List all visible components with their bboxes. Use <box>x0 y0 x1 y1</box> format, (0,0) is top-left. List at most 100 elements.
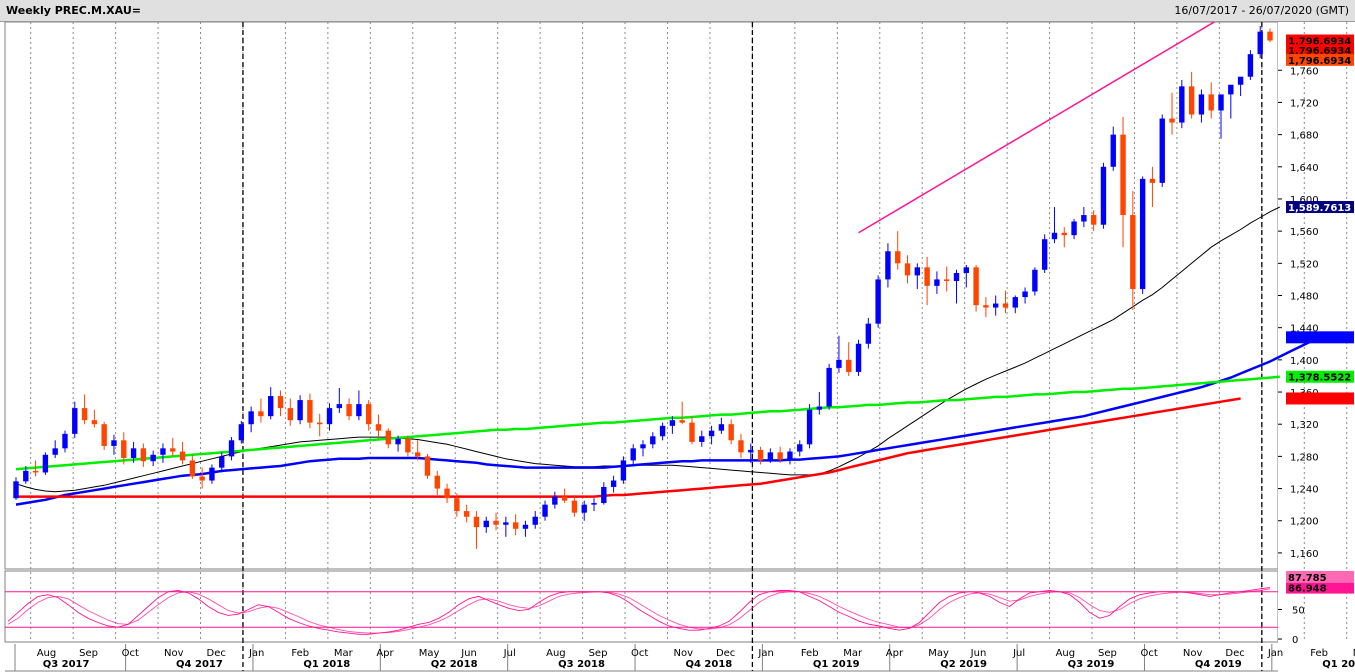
candle-body <box>826 367 832 407</box>
price-label-box <box>1286 201 1354 214</box>
candle-body <box>699 436 705 442</box>
candle-body <box>375 424 382 431</box>
candle-body <box>1159 118 1165 183</box>
candle-body <box>307 400 313 423</box>
candle-body <box>728 424 734 441</box>
candle-body <box>336 404 342 409</box>
candle-body <box>561 496 568 501</box>
candle-body <box>473 516 480 528</box>
candle-body <box>1257 31 1263 55</box>
quarter-label: Q4 2018 <box>685 659 732 670</box>
oscillator-tick-label: 50 <box>1292 605 1305 616</box>
quarter-label: Q2 2019 <box>940 659 987 670</box>
quarter-label: Q4 2017 <box>176 659 223 670</box>
y-tick-label: 1,240 <box>1290 485 1319 496</box>
candle-body <box>209 467 215 481</box>
oscillator-tick-label: 0 <box>1292 635 1298 646</box>
candle-body <box>904 263 911 276</box>
candle-body <box>992 303 999 308</box>
candle-body <box>777 452 783 460</box>
candle-body <box>346 404 352 417</box>
quarter-label: Q3 2018 <box>558 659 605 670</box>
candle-body <box>111 440 117 446</box>
oscillator-value-box <box>1286 581 1354 594</box>
quarter-label: Q3 2019 <box>1068 659 1115 670</box>
y-tick-label: 1,720 <box>1290 98 1319 109</box>
candle-body <box>1110 134 1116 167</box>
candle-body <box>659 425 666 437</box>
price-label: 1,427.7419 <box>1288 333 1351 344</box>
candle-body <box>738 440 744 453</box>
candle-body <box>787 451 793 460</box>
candle-body <box>1169 118 1175 123</box>
y-tick-label: 1,160 <box>1290 549 1319 560</box>
candle-body <box>23 470 29 482</box>
candle-body <box>434 475 440 489</box>
candle-body <box>268 396 274 417</box>
candle-body <box>238 424 245 441</box>
candle-body <box>630 448 636 461</box>
candle-body <box>944 279 950 282</box>
month-label: Nov <box>1183 648 1203 659</box>
candle-body <box>895 251 901 264</box>
candle-body <box>228 440 235 457</box>
month-label: Jan <box>248 648 264 659</box>
month-label: Aug <box>546 648 566 659</box>
month-label: Sep <box>1098 648 1117 659</box>
month-label: Sep <box>79 648 98 659</box>
y-tick-label: 1,640 <box>1290 163 1319 174</box>
candle-body <box>493 520 499 525</box>
moving-average-line <box>15 336 1320 506</box>
month-label: Jan <box>1267 648 1283 659</box>
month-label: Mar <box>1353 648 1355 659</box>
candle-body <box>983 305 989 308</box>
candle-body <box>708 430 715 437</box>
oscillator-panel-frame <box>4 570 1279 643</box>
candle-body <box>836 359 842 368</box>
price-label-box <box>1286 392 1354 405</box>
candle-body <box>130 448 137 458</box>
candle-body <box>1237 76 1244 85</box>
candle-body <box>1139 178 1146 290</box>
y-tick-label: 1,520 <box>1290 259 1319 270</box>
candle-body <box>365 404 372 425</box>
candle-body <box>846 359 852 372</box>
candle-body <box>1032 269 1038 292</box>
candle-body <box>503 522 509 525</box>
candle-body <box>601 486 607 504</box>
candle-body <box>170 448 176 452</box>
candle-body <box>640 444 646 449</box>
candle-body <box>160 448 166 455</box>
candle-body <box>1061 232 1067 236</box>
candle-body <box>463 511 470 517</box>
candle-body <box>806 409 813 445</box>
candle-body <box>797 444 803 452</box>
candle-body <box>953 272 960 282</box>
chart-title: Weekly PREC.M.XAU= <box>6 4 141 17</box>
month-label: Feb <box>291 648 309 659</box>
candle-body <box>963 267 969 273</box>
price-label: 1,352.3529 <box>1288 394 1351 405</box>
candle-body <box>1130 215 1136 290</box>
month-label: Feb <box>801 648 819 659</box>
candle-body <box>72 408 78 434</box>
candle-body <box>581 504 587 513</box>
candle-body <box>179 451 186 461</box>
candle-body <box>444 488 450 499</box>
y-tick-label: 1,600 <box>1290 195 1319 206</box>
candle-body <box>385 430 391 445</box>
oscillator-value-label: 87.785 <box>1288 573 1327 584</box>
candle-body <box>512 522 519 529</box>
moving-average-line <box>16 397 1241 498</box>
y-tick-label: 1,200 <box>1290 517 1319 528</box>
candle-body <box>1002 303 1009 308</box>
candle-body <box>816 406 823 410</box>
candle-body <box>326 408 333 425</box>
candle-body <box>650 436 656 445</box>
candle-body <box>395 438 401 445</box>
candle-body <box>669 420 676 426</box>
month-label: Jun <box>970 648 987 659</box>
moving-average-line <box>15 375 1280 471</box>
candle-body <box>1081 215 1087 222</box>
candle-body <box>405 438 411 453</box>
